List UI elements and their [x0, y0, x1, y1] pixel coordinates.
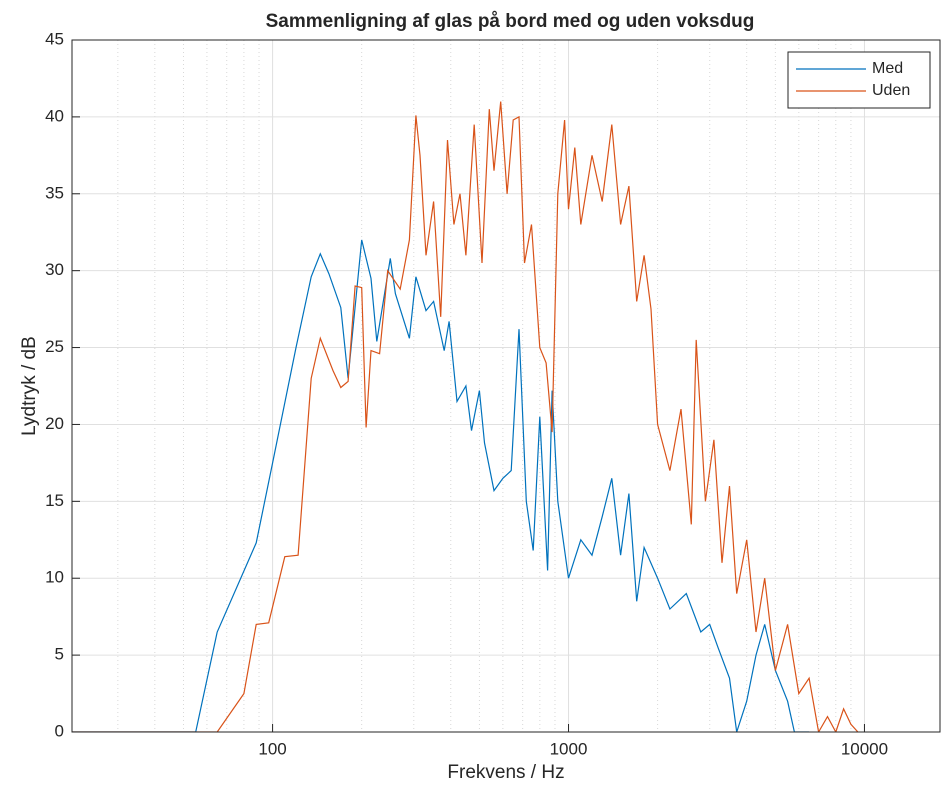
series-line — [72, 101, 859, 732]
x-tick-label: 1000 — [550, 739, 588, 758]
y-tick-label: 40 — [45, 106, 64, 125]
y-tick-label: 20 — [45, 414, 64, 433]
plot-area — [72, 40, 940, 732]
y-tick-label: 35 — [45, 183, 64, 202]
x-tick-label: 10000 — [841, 739, 888, 758]
y-tick-label: 10 — [45, 568, 64, 587]
y-tick-label: 45 — [45, 29, 64, 48]
y-tick-label: 15 — [45, 491, 64, 510]
y-tick-label: 0 — [55, 721, 64, 740]
legend-label: Uden — [872, 82, 910, 99]
legend-box — [787, 51, 931, 109]
y-tick-label: 25 — [45, 337, 64, 356]
y-tick-label: 5 — [55, 645, 64, 664]
x-tick-label: 100 — [258, 739, 286, 758]
axes-box — [71, 39, 941, 733]
chart-title: Sammenligning af glas på bord med og ude… — [266, 11, 755, 32]
y-tick-label: 30 — [45, 260, 64, 279]
x-axis-label: Frekvens / Hz — [447, 762, 564, 783]
y-axis-label: Lydtryk / dB — [19, 336, 40, 436]
legend-label: Med — [872, 60, 903, 77]
